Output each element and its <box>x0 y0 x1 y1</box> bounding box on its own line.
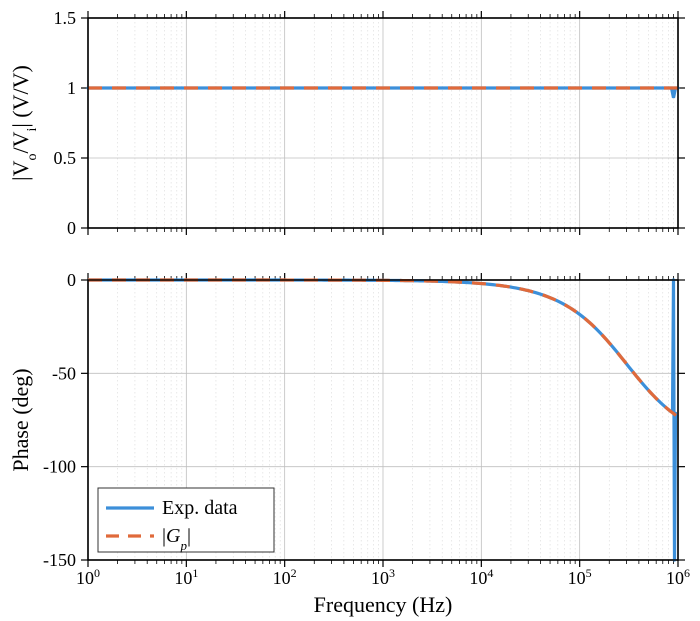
ytick-label: 1.5 <box>54 8 77 28</box>
ytick-label: 0 <box>67 270 76 290</box>
ytick-label: 0.5 <box>54 148 77 168</box>
ytick-label: 1 <box>67 78 76 98</box>
bottom-ylabel: Phase (deg) <box>8 368 33 471</box>
ytick-label: -150 <box>43 550 76 570</box>
ytick-label: -100 <box>43 457 76 477</box>
bode-figure: 00.511.5|Vo/Vi| (V/V)1001011021031041051… <box>0 0 700 621</box>
legend-label: Exp. data <box>162 497 238 519</box>
ytick-label: -50 <box>52 363 76 383</box>
xlabel: Frequency (Hz) <box>314 592 453 617</box>
ytick-label: 0 <box>67 218 76 238</box>
